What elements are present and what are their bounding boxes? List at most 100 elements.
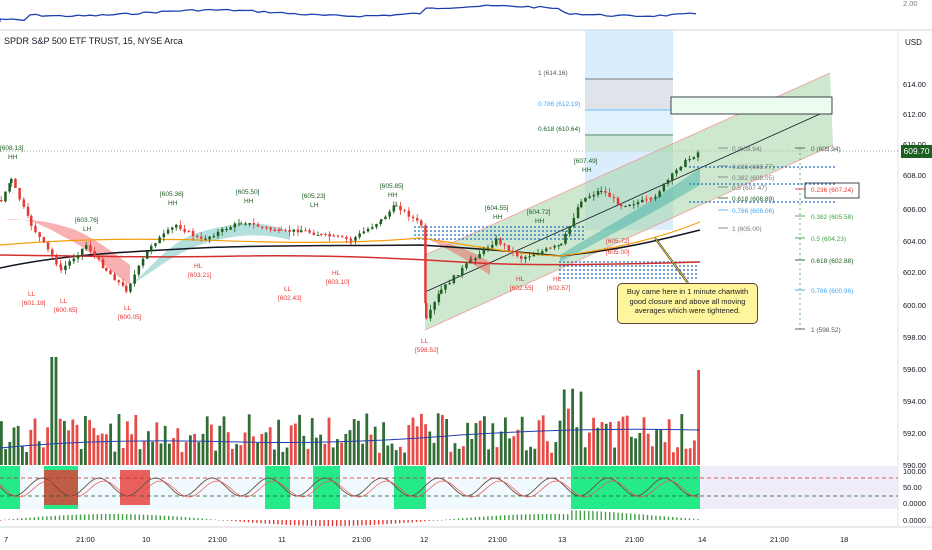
macd-histogram-bar <box>621 512 623 520</box>
ma-orange <box>0 221 701 257</box>
support-dots-zone <box>474 238 476 240</box>
candle-body <box>499 238 502 245</box>
volume-bar <box>58 418 62 465</box>
time-axis-tick: 10 <box>142 535 150 544</box>
macd-histogram-bar <box>12 518 14 520</box>
resistance-dots <box>753 166 755 168</box>
volume-bar <box>403 452 406 465</box>
volume-bar <box>609 422 612 465</box>
macd-histogram-bar <box>113 514 115 520</box>
candle-body <box>18 187 21 200</box>
candle-body <box>150 245 153 252</box>
volume-bar <box>638 432 642 465</box>
resistance-dots <box>753 201 755 203</box>
candle-body <box>171 227 174 230</box>
macd-histogram-bar <box>600 511 602 520</box>
candle-body <box>388 211 391 217</box>
support-dots-zone <box>522 226 524 228</box>
lower-dots-zone <box>659 277 661 279</box>
lower-dots-zone <box>579 277 581 279</box>
lower-dots-zone <box>563 265 565 267</box>
swing-high-tag: HH <box>388 192 398 199</box>
support-dots-zone <box>494 226 496 228</box>
lower-dots-zone <box>619 261 621 263</box>
lower-dots-zone <box>695 277 697 279</box>
volume-bar <box>394 450 398 465</box>
candle-body <box>429 309 432 319</box>
annotation-note[interactable]: Buy came here in 1 minute chartwith good… <box>617 283 758 324</box>
macd-histogram-bar <box>655 515 657 520</box>
resistance-dots <box>741 166 743 168</box>
macd-histogram-bar <box>67 515 69 520</box>
swing-low-tag: HL <box>553 276 562 283</box>
lower-dots-zone <box>651 265 653 267</box>
macd-histogram-bar <box>415 520 418 523</box>
macd-histogram-bar <box>663 516 665 520</box>
macd-histogram-bar <box>193 517 195 520</box>
macd-histogram-bar <box>684 518 686 520</box>
volume-bar <box>462 446 465 465</box>
lower-dots-zone <box>635 273 637 275</box>
fib-mid-label: 0 (609.94) <box>732 146 762 153</box>
support-dots-zone <box>534 238 536 240</box>
volume-bar <box>268 427 272 465</box>
candle-body <box>304 230 307 232</box>
lower-dots-zone <box>575 273 577 275</box>
swing-low-tag: HL <box>516 276 525 283</box>
candle-body <box>256 224 260 227</box>
support-dots-zone <box>526 230 528 232</box>
macd-histogram-bar <box>54 515 56 520</box>
lower-dots-zone <box>671 277 673 279</box>
volume-bar <box>436 413 440 465</box>
currency-label[interactable]: USD <box>905 38 922 47</box>
support-dots-zone <box>470 238 472 240</box>
lower-dots-zone <box>595 273 597 275</box>
candle-body <box>89 245 92 252</box>
support-dots-zone <box>442 226 444 228</box>
macd-histogram-bar <box>634 513 636 520</box>
volume-bar <box>147 431 150 465</box>
macd-histogram-bar <box>147 514 149 520</box>
bullish-cloud-2 <box>560 168 700 262</box>
candle-body <box>465 263 468 268</box>
candle-body <box>549 247 552 249</box>
support-dots-zone <box>486 238 488 240</box>
support-dots-zone <box>530 226 532 228</box>
volume-bar <box>75 424 79 465</box>
candle-body <box>252 223 256 225</box>
candle-body <box>532 254 536 257</box>
candle-body <box>60 267 63 270</box>
macd-histogram-bar <box>604 511 607 520</box>
candle-body <box>129 283 132 292</box>
volume-bar <box>218 425 222 465</box>
macd-histogram-bar <box>554 514 556 520</box>
candle-body <box>93 251 96 256</box>
volume-bar <box>474 423 478 465</box>
support-dots-zone <box>462 230 464 232</box>
support-dots-zone <box>510 234 512 236</box>
swing-low-price: [602.43] <box>278 295 302 302</box>
macd-histogram-bar <box>50 516 52 520</box>
resistance-dots <box>793 166 795 168</box>
support-dots-zone <box>546 238 548 240</box>
swing-low-price: [603.10] <box>326 279 350 286</box>
lower-dots-zone <box>667 265 669 267</box>
candle-body <box>208 236 211 240</box>
macd-histogram-bar <box>592 511 594 520</box>
support-dots-zone <box>502 234 504 236</box>
candle-body <box>225 229 228 231</box>
volume-bar <box>71 419 75 465</box>
swing-high-tag: LH <box>83 226 92 233</box>
lower-dots-zone <box>631 269 633 271</box>
time-axis-tick: 21:00 <box>76 535 95 544</box>
macd-histogram-bar <box>218 519 220 521</box>
volume-bar <box>546 441 549 465</box>
fib-right-label: 0.382 (605.58) <box>811 214 853 221</box>
resistance-dots <box>709 183 711 185</box>
fib-mid-label: 0.382 (608.05) <box>732 175 774 182</box>
volume-bar <box>583 447 587 465</box>
lower-dots-zone <box>623 273 625 275</box>
resistance-dots <box>813 166 815 168</box>
volume-bar <box>16 425 20 465</box>
